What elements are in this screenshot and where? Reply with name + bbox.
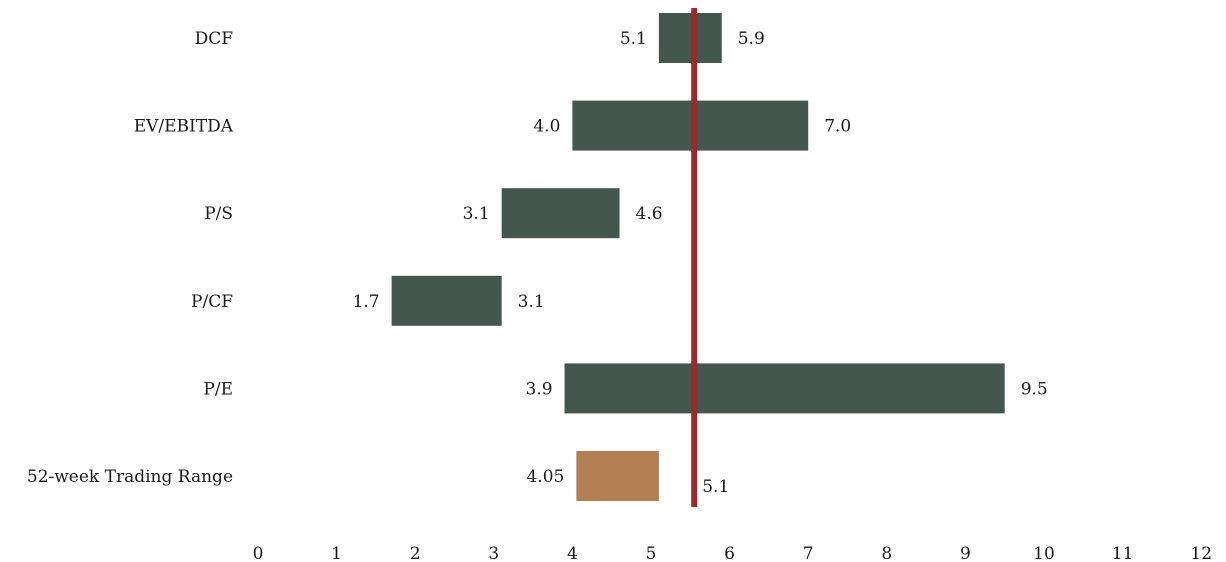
low-value-label-p-s: 3.1 <box>463 204 490 224</box>
x-tick-label-2: 2 <box>410 544 421 562</box>
range-bar-p-s <box>501 188 620 239</box>
x-axis-ticks: 0 1 2 3 4 5 6 7 8 9 10 11 12 <box>253 544 1212 562</box>
x-tick-label-10: 10 <box>1033 544 1055 562</box>
low-value-label-ev-ebitda: 4.0 <box>533 117 560 137</box>
x-tick-label-5: 5 <box>646 544 657 562</box>
low-value-label-p-cf: 1.7 <box>353 292 380 312</box>
x-tick-label-1: 1 <box>331 544 342 562</box>
range-bar-ev-ebitda <box>572 100 809 151</box>
x-tick-label-8: 8 <box>881 544 892 562</box>
category-label-dcf: DCF <box>195 29 234 49</box>
x-tick-label-9: 9 <box>960 544 971 562</box>
range-bar-p-cf <box>391 275 502 326</box>
low-value-label-52-week-trading-range: 4.05 <box>526 467 564 487</box>
x-tick-label-7: 7 <box>803 544 814 562</box>
x-tick-label-3: 3 <box>488 544 499 562</box>
category-label-p-cf: P/CF <box>191 292 233 312</box>
category-label-ev-ebitda: EV/EBITDA <box>134 117 234 137</box>
low-value-label-dcf: 5.1 <box>620 29 647 49</box>
high-value-label-p-s: 4.6 <box>636 204 663 224</box>
category-label-p-s: P/S <box>204 204 233 224</box>
high-value-label-52-week-trading-range: 5.1 <box>702 477 729 497</box>
high-value-label-dcf: 5.9 <box>738 29 765 49</box>
x-tick-label-12: 12 <box>1190 544 1212 562</box>
bars-layer <box>391 13 1005 501</box>
high-value-label-p-cf: 3.1 <box>518 292 545 312</box>
range-bar-52-week-trading-range <box>576 451 659 501</box>
range-bar-p-e <box>564 363 1005 414</box>
high-value-label-p-e: 9.5 <box>1021 379 1048 399</box>
low-value-label-p-e: 3.9 <box>525 379 552 399</box>
category-label-52-week-trading-range: 52-week Trading Range <box>27 467 233 487</box>
category-label-p-e: P/E <box>203 379 233 399</box>
x-tick-label-6: 6 <box>724 544 735 562</box>
high-value-label-ev-ebitda: 7.0 <box>824 117 851 137</box>
x-tick-label-0: 0 <box>253 544 264 562</box>
labels-layer: DCF 5.1 5.9 EV/EBITDA 4.0 7.0 P/S 3.1 4.6 P/CF 1.7… <box>27 29 1048 497</box>
x-tick-label-11: 11 <box>1112 544 1134 562</box>
x-tick-label-4: 4 <box>567 544 578 562</box>
range-bar-dcf <box>658 13 722 63</box>
